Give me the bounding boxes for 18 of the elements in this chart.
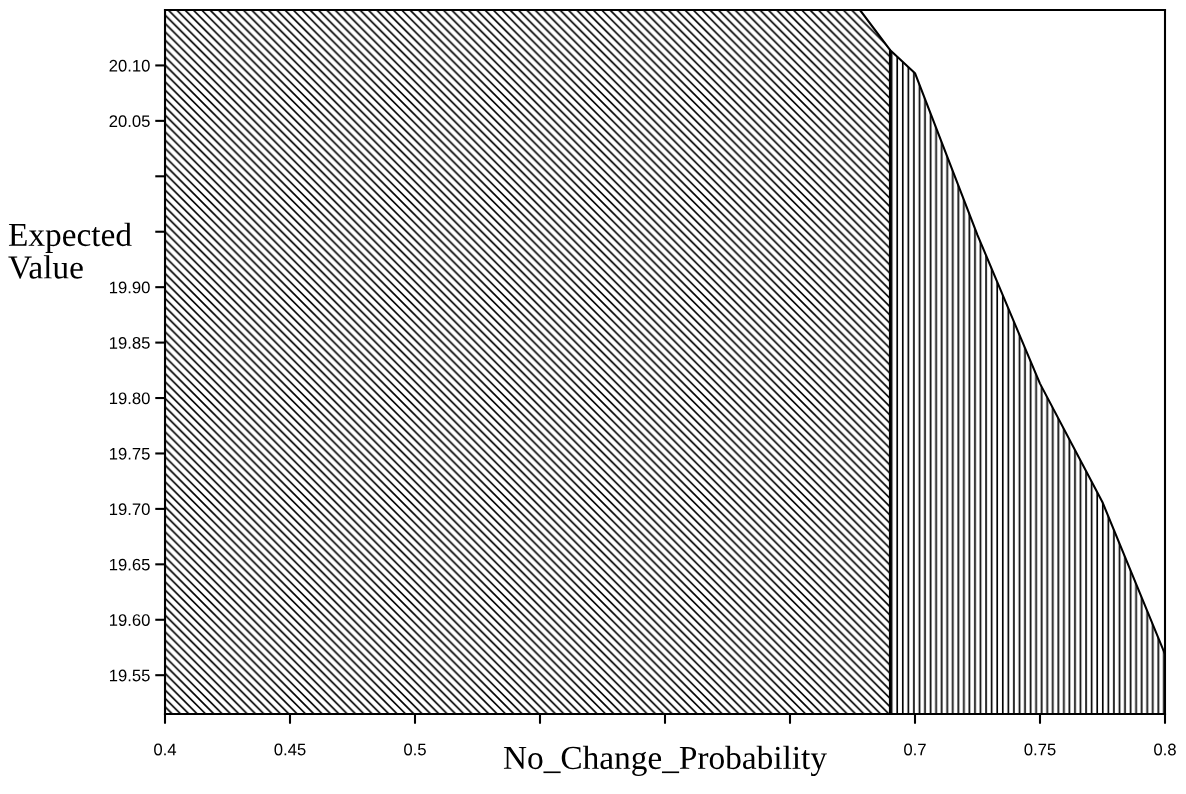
y-tick-label: 19.60 <box>109 614 150 626</box>
y-tick-label: 19.70 <box>109 503 150 516</box>
y-tick-label: 19.90 <box>109 281 150 294</box>
y-tick-label: 19.55 <box>109 669 150 682</box>
x-tick-label: 0.75 <box>1024 743 1056 756</box>
x-tick-label: 0.45 <box>274 743 306 756</box>
x-axis-title: No_Change_Probability <box>503 745 827 776</box>
y-tick-label: 19.85 <box>109 337 150 349</box>
y-tick-label: 20.10 <box>109 59 150 72</box>
x-tick-label: 0.8 <box>1154 743 1176 756</box>
y-tick-label: 19.80 <box>109 392 150 405</box>
y-tick-label: 20.05 <box>109 115 150 128</box>
y-axis-title: Expected Value <box>8 222 132 279</box>
x-tick-label: 0.5 <box>404 743 426 756</box>
x-tick-label: 0.4 <box>154 743 177 756</box>
x-tick-label: 0.7 <box>904 743 926 756</box>
y-tick-label: 19.65 <box>109 558 150 571</box>
y-tick-label: 19.75 <box>109 447 150 460</box>
